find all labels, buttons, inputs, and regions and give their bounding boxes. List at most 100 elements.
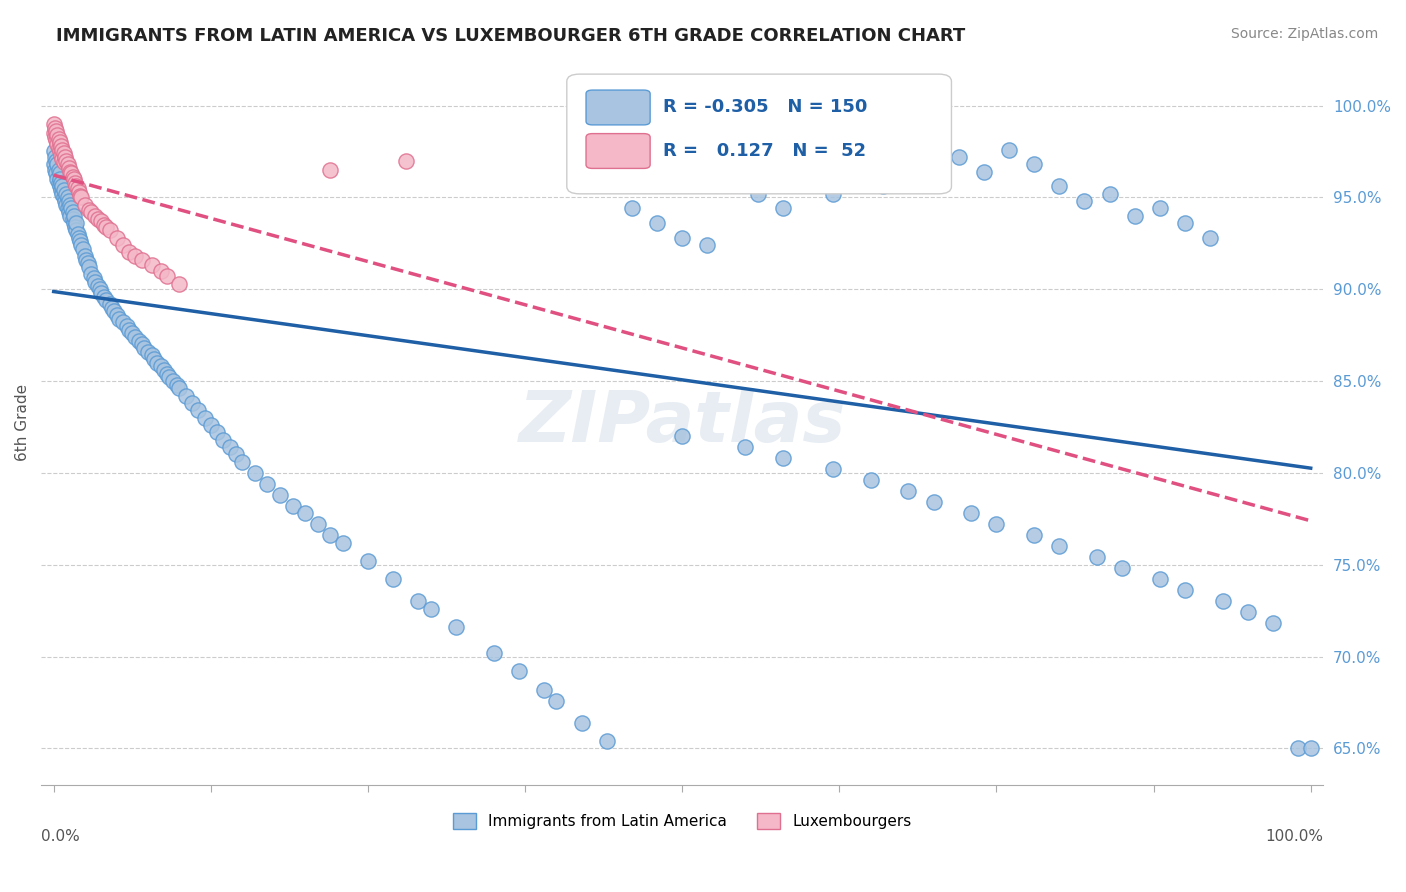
- Point: [332, 535, 354, 549]
- Point: [897, 157, 920, 171]
- Point: [156, 367, 179, 381]
- Point: [231, 455, 253, 469]
- Point: [797, 172, 820, 186]
- Point: [62, 170, 84, 185]
- Point: [62, 172, 84, 186]
- Point: [65, 223, 87, 237]
- Point: [218, 440, 240, 454]
- Point: [42, 126, 65, 140]
- Point: [84, 275, 107, 289]
- Point: [1299, 741, 1322, 756]
- Point: [66, 227, 89, 241]
- Point: [46, 128, 69, 142]
- Point: [772, 202, 794, 216]
- Point: [96, 219, 118, 234]
- Point: [1237, 606, 1260, 620]
- Point: [960, 506, 983, 520]
- Point: [671, 231, 693, 245]
- Point: [1047, 179, 1070, 194]
- Text: R = -0.305   N = 150: R = -0.305 N = 150: [664, 98, 868, 117]
- Point: [100, 301, 122, 315]
- Point: [51, 176, 73, 190]
- Point: [42, 117, 65, 131]
- Point: [111, 315, 134, 329]
- Point: [134, 341, 156, 355]
- FancyBboxPatch shape: [586, 134, 650, 169]
- Point: [169, 381, 191, 395]
- Point: [89, 282, 111, 296]
- Point: [145, 356, 167, 370]
- Point: [111, 238, 134, 252]
- Point: [419, 601, 441, 615]
- Point: [721, 172, 744, 186]
- Point: [48, 131, 70, 145]
- Point: [1024, 528, 1046, 542]
- Text: 0.0%: 0.0%: [41, 829, 80, 844]
- Point: [734, 440, 756, 454]
- Point: [75, 197, 97, 211]
- Point: [51, 186, 73, 201]
- Point: [55, 153, 77, 168]
- Text: ZIPatlas: ZIPatlas: [519, 388, 846, 457]
- Point: [69, 188, 91, 202]
- Point: [156, 269, 179, 284]
- Point: [1024, 157, 1046, 171]
- Point: [67, 231, 90, 245]
- Point: [42, 145, 65, 159]
- Point: [747, 186, 769, 201]
- Point: [294, 506, 316, 520]
- Point: [596, 734, 619, 748]
- Point: [1286, 741, 1309, 756]
- Y-axis label: 6th Grade: 6th Grade: [15, 384, 30, 461]
- Point: [48, 141, 70, 155]
- Point: [49, 179, 72, 194]
- Point: [1149, 573, 1171, 587]
- Point: [75, 252, 97, 267]
- Point: [93, 218, 115, 232]
- Point: [49, 135, 72, 149]
- Point: [281, 499, 304, 513]
- Point: [696, 238, 718, 252]
- FancyBboxPatch shape: [567, 74, 952, 194]
- Point: [269, 488, 291, 502]
- Point: [153, 363, 176, 377]
- Point: [44, 162, 66, 177]
- Point: [243, 466, 266, 480]
- Point: [319, 528, 342, 542]
- Point: [571, 715, 593, 730]
- Point: [482, 646, 505, 660]
- Point: [149, 359, 172, 374]
- Point: [897, 484, 920, 499]
- Point: [53, 194, 76, 208]
- Point: [51, 148, 73, 162]
- Point: [72, 242, 94, 256]
- Point: [51, 183, 73, 197]
- Point: [44, 150, 66, 164]
- Point: [157, 370, 180, 384]
- Point: [872, 179, 894, 194]
- Point: [45, 133, 67, 147]
- Point: [59, 197, 82, 211]
- Point: [58, 205, 80, 219]
- Point: [118, 323, 141, 337]
- FancyBboxPatch shape: [586, 90, 650, 125]
- Point: [256, 476, 278, 491]
- Point: [51, 179, 73, 194]
- Point: [124, 330, 146, 344]
- Point: [131, 252, 153, 267]
- Point: [56, 157, 79, 171]
- Point: [70, 238, 93, 252]
- Point: [193, 410, 215, 425]
- Point: [75, 249, 97, 263]
- Text: Source: ZipAtlas.com: Source: ZipAtlas.com: [1230, 27, 1378, 41]
- Point: [1123, 209, 1146, 223]
- Point: [124, 249, 146, 263]
- Point: [115, 318, 138, 333]
- Point: [1111, 561, 1133, 575]
- Point: [772, 451, 794, 466]
- Point: [45, 153, 67, 168]
- Point: [131, 337, 153, 351]
- Point: [998, 143, 1021, 157]
- Point: [80, 268, 103, 282]
- Point: [645, 216, 668, 230]
